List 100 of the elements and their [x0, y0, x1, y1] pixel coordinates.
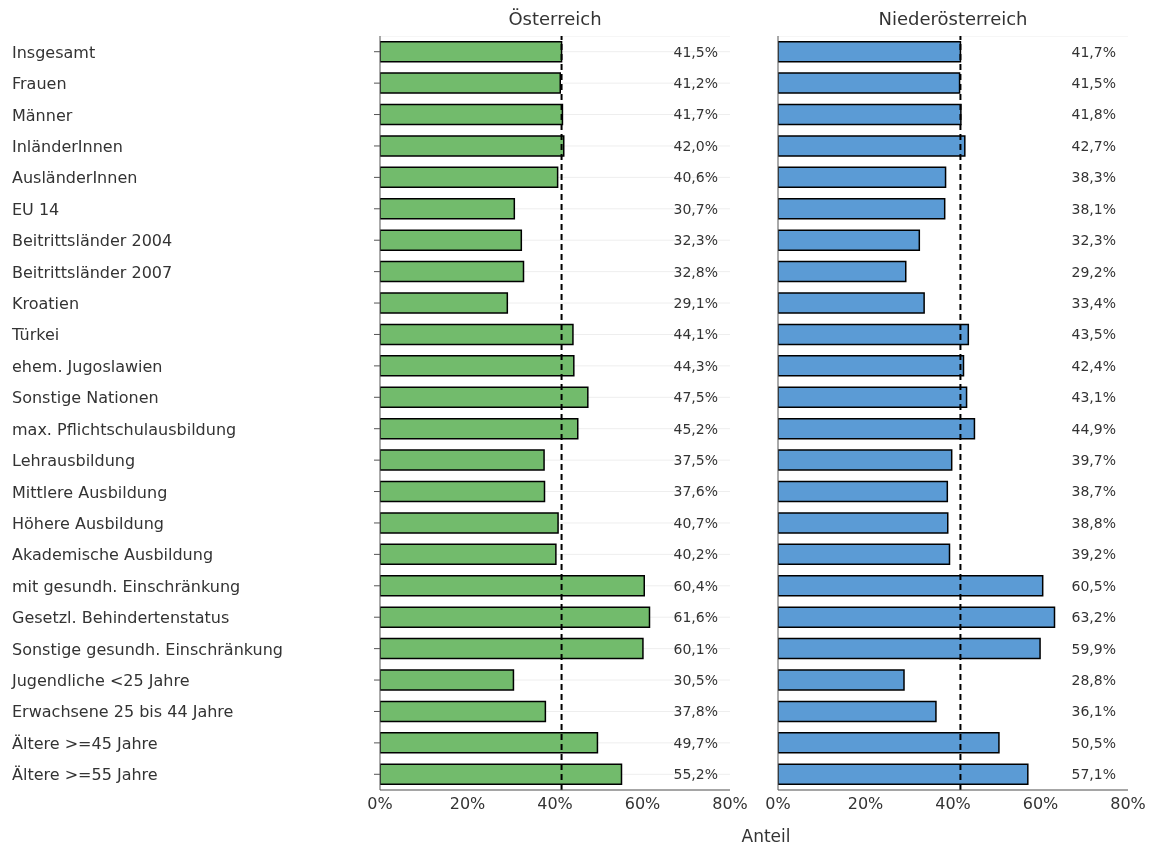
bar [778, 166, 947, 189]
data-label: 43,5% [1071, 326, 1116, 343]
data-label: 37,5% [673, 452, 718, 469]
data-label: 39,7% [1071, 452, 1116, 469]
data-label: 37,6% [673, 483, 718, 500]
bar [380, 197, 516, 220]
data-label: 42,0% [673, 137, 718, 154]
data-label: 37,8% [673, 703, 718, 720]
y-tick-label: Beitrittsländer 2004 [12, 231, 173, 251]
data-label: 42,7% [1071, 137, 1116, 154]
data-label: 28,8% [1071, 671, 1116, 688]
bar [380, 292, 509, 314]
x-tick-label: 60% [1022, 794, 1059, 814]
data-label: 38,8% [1071, 514, 1116, 531]
data-label: 30,7% [673, 200, 718, 217]
data-label: 32,8% [673, 263, 718, 280]
data-label: 40,6% [673, 169, 718, 186]
data-label: 50,5% [1071, 734, 1116, 751]
bar [380, 260, 525, 283]
y-tick-label: EU 14 [12, 199, 60, 219]
x-tick-label: 0% [367, 794, 393, 814]
y-tick-label: Akademische Ausbildung [12, 545, 214, 565]
y-tick-label: max. Pflichtschulausbildung [12, 419, 237, 439]
y-tick-label: Ältere >=45 Jahre [12, 733, 158, 753]
y-tick-label: Gesetzl. Behindertenstatus [12, 608, 230, 628]
bar [778, 669, 905, 691]
chart-title: Österreich [507, 8, 603, 31]
data-label: 45,2% [673, 420, 718, 437]
data-label: 55,2% [673, 766, 718, 783]
data-label: 61,6% [673, 609, 718, 626]
data-label: 38,3% [1071, 169, 1116, 186]
data-label: 33,4% [1071, 294, 1116, 311]
x-tick-label: 40% [537, 794, 573, 814]
bar [778, 229, 921, 251]
data-label: 59,9% [1071, 640, 1116, 657]
bar [778, 480, 949, 503]
bar [778, 512, 949, 534]
bar [778, 292, 925, 314]
bar [380, 700, 547, 723]
y-tick-label: Männer [12, 105, 73, 125]
chart-title: Niederösterreich [877, 8, 1029, 31]
y-tick-label: InländerInnen [12, 136, 123, 156]
data-label: 41,5% [1071, 75, 1116, 92]
y-tick-label: Frauen [12, 74, 67, 94]
data-label: 32,3% [673, 232, 718, 249]
data-label: 49,7% [673, 734, 718, 751]
y-tick-label: Beitrittsländer 2007 [12, 262, 173, 282]
bar [380, 543, 557, 566]
bar [380, 480, 546, 503]
data-label: 42,4% [1071, 357, 1116, 374]
y-tick-label: Insgesamt [12, 42, 96, 62]
data-label: 40,7% [673, 514, 718, 531]
x-tick-label: 60% [624, 794, 661, 814]
y-tick-label: mit gesundh. Einschränkung [12, 576, 241, 596]
data-label: 44,9% [1071, 420, 1116, 437]
bar [778, 449, 953, 471]
data-label: 57,1% [1071, 766, 1116, 783]
bar [380, 229, 523, 251]
bar [778, 543, 951, 566]
data-label: 60,1% [673, 640, 718, 657]
y-tick-label: Erwachsene 25 bis 44 Jahre [12, 702, 234, 722]
y-tick-label: Jugendliche <25 Jahre [11, 671, 190, 691]
data-label: 43,1% [1071, 389, 1116, 406]
data-label: 41,7% [673, 106, 718, 123]
y-tick-label: Kroatien [12, 294, 80, 314]
y-tick-label: Mittlere Ausbildung [12, 482, 168, 502]
data-label: 32,3% [1071, 232, 1116, 249]
data-label: 39,2% [1071, 546, 1116, 563]
x-axis-title: Anteil [740, 826, 792, 846]
data-label: 36,1% [1071, 703, 1116, 720]
data-label: 47,5% [673, 389, 718, 406]
y-tick-label: Sonstige Nationen [12, 388, 159, 408]
y-tick-label: Höhere Ausbildung [12, 513, 165, 533]
y-tick-label: ehem. Jugoslawien [12, 356, 163, 376]
data-label: 41,8% [1071, 106, 1116, 123]
x-tick-label: 80% [712, 794, 748, 814]
data-label: 38,7% [1071, 483, 1116, 500]
bar [778, 260, 907, 283]
x-tick-label: 80% [1110, 794, 1146, 814]
bar [778, 197, 946, 220]
x-tick-label: 20% [449, 794, 486, 814]
x-tick-label: 40% [935, 794, 971, 814]
data-label: 29,1% [673, 294, 718, 311]
x-tick-label: 0% [765, 794, 791, 814]
data-label: 41,7% [1071, 43, 1116, 60]
x-tick-label: 20% [847, 794, 884, 814]
y-tick-label: Türkei [11, 325, 60, 345]
data-label: 60,4% [673, 577, 718, 594]
data-label: 30,5% [673, 671, 718, 688]
data-label: 44,3% [673, 357, 718, 374]
bar [380, 512, 559, 534]
bar [778, 700, 937, 723]
data-label: 41,5% [673, 43, 718, 60]
data-label: 29,2% [1071, 263, 1116, 280]
data-label: 63,2% [1071, 609, 1116, 626]
data-label: 44,1% [673, 326, 718, 343]
bar [380, 166, 559, 189]
y-tick-label: Sonstige gesundh. Einschränkung [12, 639, 284, 659]
y-tick-label: AusländerInnen [12, 168, 138, 188]
bar [380, 449, 545, 471]
